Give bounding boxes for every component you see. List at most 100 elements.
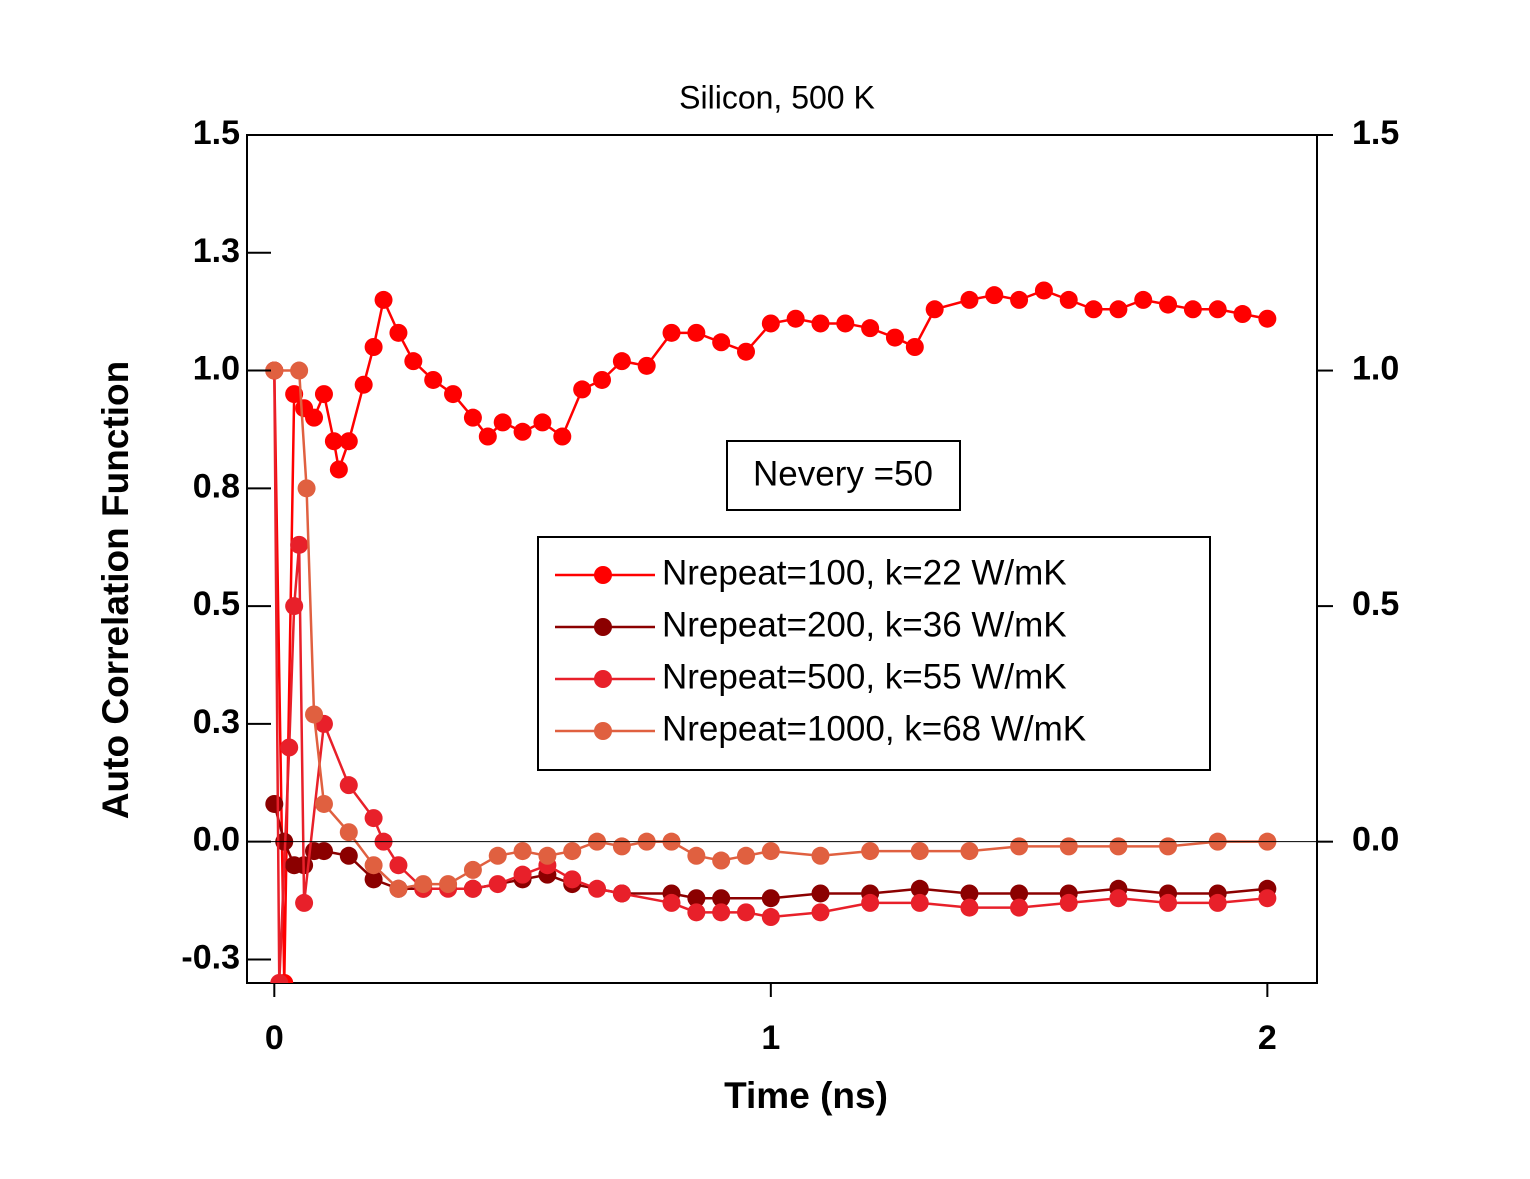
data-point xyxy=(538,846,557,865)
legend-label: Nrepeat=1000, k=68 W/mK xyxy=(662,709,1086,748)
data-point xyxy=(1059,290,1078,309)
data-point xyxy=(1183,300,1202,319)
data-point xyxy=(910,879,929,898)
data-point xyxy=(314,794,333,813)
y-tick-label: 0.3 xyxy=(193,703,240,741)
data-point xyxy=(493,413,512,432)
y2-tick-label: 0.5 xyxy=(1352,585,1399,623)
data-point xyxy=(836,314,855,333)
data-point xyxy=(687,323,706,342)
data-point xyxy=(1010,837,1029,856)
data-point xyxy=(285,385,304,404)
data-point xyxy=(1109,300,1128,319)
y2-tick-label: 1.5 xyxy=(1352,114,1399,152)
data-point xyxy=(1084,300,1103,319)
data-point xyxy=(1109,837,1128,856)
data-point xyxy=(305,408,324,427)
data-point xyxy=(761,842,780,861)
y-tick-label: 1.5 xyxy=(193,114,240,152)
legend-marker xyxy=(594,618,612,636)
data-point xyxy=(712,851,731,870)
data-point xyxy=(1159,893,1178,912)
data-point xyxy=(364,856,383,875)
data-point xyxy=(339,846,358,865)
data-point xyxy=(1208,893,1227,912)
data-point xyxy=(513,865,532,884)
data-point xyxy=(389,856,408,875)
data-point xyxy=(513,422,532,441)
data-point xyxy=(662,893,681,912)
annotation-box xyxy=(726,440,961,511)
data-point xyxy=(295,893,314,912)
x-tick-label: 0 xyxy=(265,1019,284,1057)
data-point xyxy=(910,893,929,912)
data-point xyxy=(444,385,463,404)
y-tick-label: 0.8 xyxy=(193,467,240,505)
x-axis-title: Time (ns) xyxy=(724,1075,888,1116)
data-point xyxy=(324,432,343,451)
legend-marker xyxy=(594,566,612,584)
data-point xyxy=(1010,898,1029,917)
data-point xyxy=(612,837,631,856)
data-point xyxy=(389,879,408,898)
data-point xyxy=(1034,281,1053,300)
data-point xyxy=(885,328,904,347)
data-point xyxy=(389,323,408,342)
data-point xyxy=(761,908,780,927)
data-point xyxy=(290,535,309,554)
data-point xyxy=(270,974,289,983)
data-point xyxy=(563,842,582,861)
data-point xyxy=(737,903,756,922)
y-tick-label: 0.5 xyxy=(193,585,240,623)
data-point xyxy=(488,875,507,894)
data-point xyxy=(761,889,780,908)
data-point xyxy=(905,338,924,356)
data-point xyxy=(737,342,756,361)
y-tick-label: 0.0 xyxy=(193,821,240,859)
data-point xyxy=(297,479,316,498)
data-point xyxy=(786,309,805,328)
data-point xyxy=(265,361,284,380)
data-point xyxy=(811,314,830,333)
data-point xyxy=(662,323,681,342)
data-point xyxy=(637,356,656,375)
y-axis-title: Auto Correlation Function xyxy=(95,361,136,819)
data-point xyxy=(563,870,582,889)
data-point xyxy=(463,879,482,898)
data-point xyxy=(712,889,731,908)
data-point xyxy=(712,333,731,352)
legend-label: Nrepeat=200, k=36 W/mK xyxy=(662,605,1067,644)
data-point xyxy=(573,380,592,399)
data-point xyxy=(513,842,532,861)
plot-frame xyxy=(246,134,1318,984)
data-point xyxy=(488,846,507,865)
data-point xyxy=(687,903,706,922)
legend-marker xyxy=(594,670,612,688)
data-point xyxy=(374,290,393,309)
y-tick-label: -0.3 xyxy=(181,938,240,976)
data-point xyxy=(861,842,880,861)
data-point xyxy=(478,427,497,446)
data-point xyxy=(285,597,304,616)
data-point xyxy=(761,314,780,333)
data-point xyxy=(1233,305,1252,324)
data-point xyxy=(960,290,979,309)
data-point xyxy=(1010,884,1029,903)
data-point xyxy=(1159,837,1178,856)
data-point xyxy=(364,338,383,356)
data-point xyxy=(339,776,358,795)
legend-label: Nrepeat=100, k=22 W/mK xyxy=(662,553,1067,592)
y-tick-label: 1.3 xyxy=(193,232,240,270)
data-point xyxy=(314,385,333,404)
data-point xyxy=(463,408,482,427)
data-point xyxy=(1159,295,1178,314)
data-point xyxy=(404,352,423,371)
data-point xyxy=(861,319,880,338)
data-point xyxy=(1059,837,1078,856)
data-point xyxy=(414,875,433,894)
data-point xyxy=(329,460,348,479)
data-point xyxy=(1010,290,1029,309)
data-point xyxy=(1258,309,1277,328)
data-point xyxy=(354,375,373,394)
